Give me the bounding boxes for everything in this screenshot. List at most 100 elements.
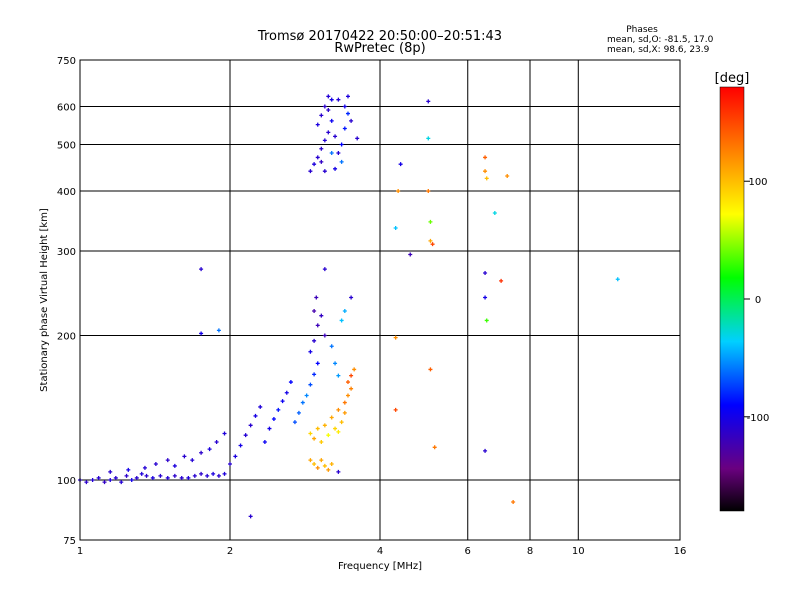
data-point <box>292 420 297 425</box>
x-tick-label: 6 <box>465 546 471 557</box>
y-tick-label: 400 <box>57 187 76 198</box>
data-point <box>243 433 248 438</box>
data-point <box>276 407 281 412</box>
data-point <box>342 410 347 415</box>
data-point <box>426 136 431 141</box>
colorbar-ticks: 100 0 -100 <box>744 177 769 424</box>
y-tick-label: 300 <box>57 247 76 258</box>
y-tick-label: 200 <box>57 332 76 343</box>
x-axis-label: Frequency [MHz] <box>338 561 422 572</box>
data-point <box>96 475 101 480</box>
data-point <box>144 473 149 478</box>
data-point <box>336 407 341 412</box>
data-point <box>349 386 354 391</box>
data-point <box>349 373 354 378</box>
data-point <box>179 475 184 480</box>
data-point <box>342 308 347 313</box>
data-point <box>345 380 350 385</box>
data-point <box>199 450 204 455</box>
data-point <box>426 189 431 194</box>
data-point <box>199 331 204 336</box>
data-point <box>238 443 243 448</box>
data-point <box>326 108 331 113</box>
y-tick-label: 600 <box>57 103 76 114</box>
x-tick-label: 4 <box>377 546 383 557</box>
data-point <box>430 242 435 247</box>
data-point <box>248 423 253 428</box>
data-point <box>312 162 317 167</box>
data-point <box>312 308 317 313</box>
data-point <box>153 461 158 466</box>
data-point <box>484 176 489 181</box>
data-point <box>296 410 301 415</box>
data-point <box>182 454 187 459</box>
data-point <box>393 407 398 412</box>
data-point <box>329 151 334 156</box>
data-point <box>129 478 134 483</box>
data-point <box>342 126 347 131</box>
data-point <box>280 399 285 404</box>
data-point <box>352 367 357 372</box>
data-point <box>329 415 334 420</box>
data-point <box>216 473 221 478</box>
data-point <box>483 270 488 275</box>
data-point <box>284 390 289 395</box>
data-point <box>511 499 516 504</box>
chart-title: Tromsø 20170422 20:50:00–20:51:43 <box>257 29 502 44</box>
data-point <box>499 278 504 283</box>
stats-line-o: mean, sd,O: -81.5, 17.0 <box>607 35 714 45</box>
data-point <box>315 122 320 127</box>
x-tick-label: 1 <box>77 546 83 557</box>
data-point <box>319 146 324 151</box>
data-point <box>345 111 350 116</box>
data-point <box>308 349 313 354</box>
data-point <box>165 475 170 480</box>
data-point <box>113 475 118 480</box>
stats-line-x: mean, sd,X: 98.6, 23.9 <box>607 45 710 55</box>
data-point <box>333 134 338 139</box>
data-point <box>349 118 354 123</box>
y-tick-label: 100 <box>57 476 76 487</box>
colorbar-tick-label: 0 <box>755 295 761 306</box>
data-point <box>312 338 317 343</box>
data-point <box>315 361 320 366</box>
data-point <box>428 238 433 243</box>
data-point <box>345 94 350 99</box>
data-points <box>78 94 620 519</box>
y-tick-label: 500 <box>57 141 76 152</box>
data-point <box>84 480 89 485</box>
data-point <box>142 465 147 470</box>
data-point <box>329 344 334 349</box>
data-point <box>312 436 317 441</box>
data-point <box>326 130 331 135</box>
data-point <box>108 478 113 483</box>
data-point <box>483 169 488 174</box>
colorbar-label: [deg] <box>715 71 750 86</box>
data-point <box>432 445 437 450</box>
colorbar <box>720 87 744 511</box>
data-point <box>505 173 510 178</box>
plot-frame <box>79 59 681 541</box>
data-point <box>172 473 177 478</box>
data-point <box>319 159 324 164</box>
data-point <box>192 473 197 478</box>
data-point <box>139 471 144 476</box>
data-point <box>312 372 317 377</box>
data-point <box>333 426 338 431</box>
data-point <box>336 429 341 434</box>
data-point <box>336 373 341 378</box>
data-point <box>408 252 413 257</box>
data-point <box>319 458 324 463</box>
data-point <box>322 104 327 109</box>
data-point <box>190 458 195 463</box>
x-tick-label: 2 <box>227 546 233 557</box>
data-point <box>355 136 360 141</box>
stats-heading: Phases <box>626 25 658 35</box>
data-point <box>314 295 319 300</box>
data-point <box>319 113 324 118</box>
data-point <box>211 471 216 476</box>
data-point <box>308 458 313 463</box>
data-point <box>342 400 347 405</box>
data-point <box>308 431 313 436</box>
